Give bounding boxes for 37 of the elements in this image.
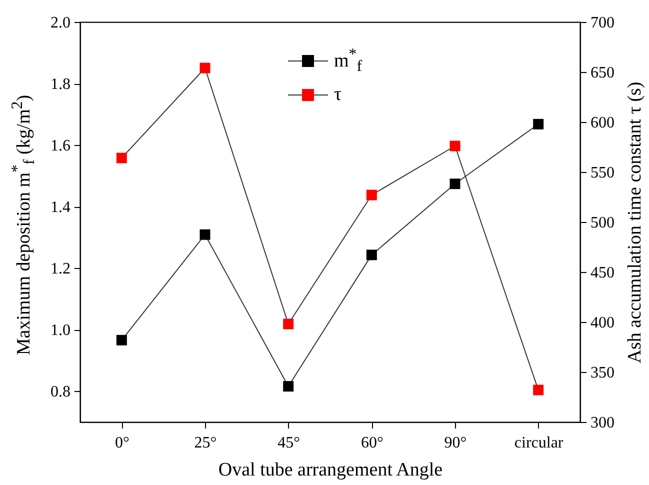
point bbox=[366, 190, 377, 200]
y2-axis-title: Ash accumulation time constant τ (s) bbox=[624, 82, 646, 364]
x-tick-label: 60° bbox=[360, 434, 384, 452]
point bbox=[366, 250, 377, 260]
y-tick-label: 0.8 bbox=[50, 384, 70, 401]
y2-tick-label: 650 bbox=[590, 64, 614, 82]
y2-tick-label: 600 bbox=[590, 114, 614, 132]
point bbox=[283, 381, 294, 392]
y2-tick-label: 400 bbox=[590, 314, 614, 332]
point bbox=[283, 318, 294, 330]
y-tick-label: 1.0 bbox=[50, 322, 70, 340]
y2-tick-label: 350 bbox=[590, 364, 614, 382]
point bbox=[116, 152, 127, 164]
y-tick-label: 1.8 bbox=[50, 76, 70, 94]
point bbox=[450, 178, 460, 190]
y-tick-label: 1.6 bbox=[50, 138, 70, 155]
x-tick-label: 25° bbox=[194, 434, 217, 452]
x-tick-label: 45° bbox=[278, 434, 300, 452]
point bbox=[533, 384, 544, 396]
x-tick-label: 0° bbox=[114, 434, 130, 452]
y2-tick-label: 300 bbox=[590, 414, 614, 432]
x-tick-label: 90° bbox=[444, 434, 467, 452]
y-tick-label: 2.0 bbox=[50, 14, 70, 32]
y2-tick-label: 500 bbox=[590, 214, 614, 232]
y2-tick-label: 450 bbox=[590, 264, 614, 282]
point bbox=[450, 140, 460, 152]
point bbox=[200, 62, 210, 74]
point bbox=[200, 229, 210, 240]
y2-tick-label: 700 bbox=[590, 14, 614, 32]
point bbox=[116, 334, 127, 346]
x-tick-label: circular bbox=[514, 434, 564, 452]
y2-tick-label: 550 bbox=[590, 164, 614, 182]
y-tick-label: 1.4 bbox=[50, 199, 70, 216]
legend-label: τ bbox=[334, 84, 342, 106]
y-tick-label: 1.2 bbox=[50, 260, 70, 278]
point bbox=[533, 118, 544, 130]
x-axis-title: Oval tube arrangement Angle bbox=[218, 460, 443, 480]
